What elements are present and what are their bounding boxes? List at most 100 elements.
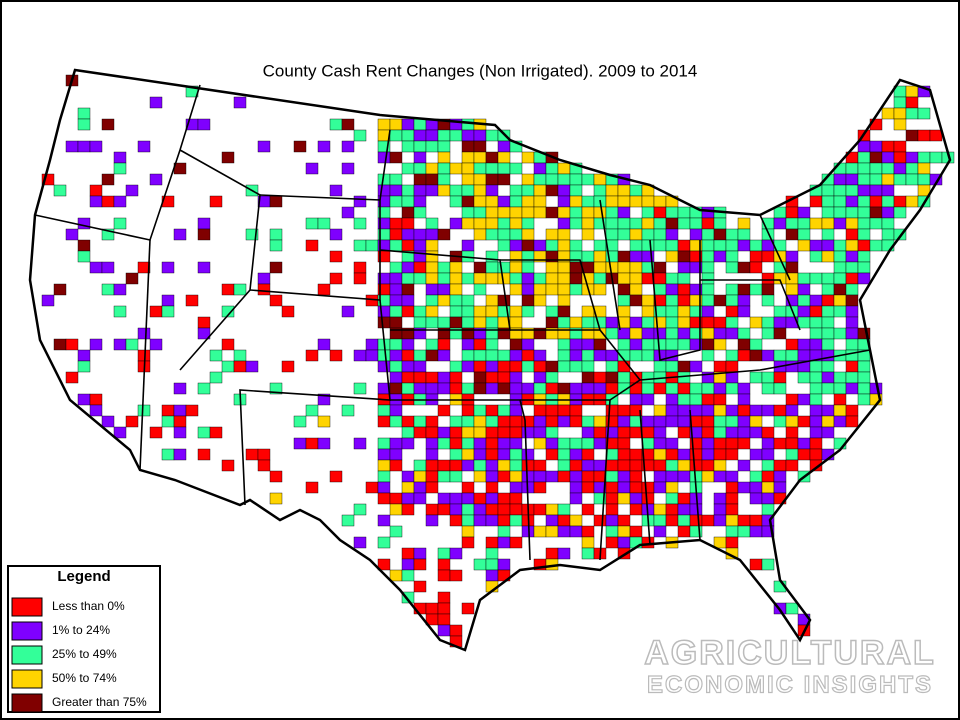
county-cell bbox=[485, 217, 499, 230]
county-cell bbox=[545, 272, 559, 285]
county-cell bbox=[113, 162, 127, 175]
county-cell bbox=[461, 272, 475, 285]
county-cell bbox=[521, 448, 535, 461]
county-cell bbox=[845, 404, 859, 417]
county-cell bbox=[845, 272, 859, 285]
county-cell bbox=[845, 228, 859, 241]
county-cell bbox=[113, 195, 127, 208]
county-cell bbox=[389, 360, 403, 373]
county-cell bbox=[533, 382, 547, 395]
legend: Legend Less than 0% 1% to 24% 25% to 49% 50… bbox=[7, 565, 161, 713]
county-cell bbox=[521, 338, 535, 351]
county-cell bbox=[917, 107, 931, 120]
county-cell bbox=[401, 239, 415, 252]
county-cell bbox=[593, 184, 607, 197]
county-cell bbox=[437, 272, 451, 285]
county-cell bbox=[473, 184, 487, 197]
county-cell bbox=[713, 294, 727, 307]
county-cell bbox=[725, 360, 739, 373]
county-cell bbox=[653, 272, 667, 285]
county-cell bbox=[569, 195, 583, 208]
county-cell bbox=[821, 404, 835, 417]
county-cell bbox=[749, 448, 763, 461]
county-cell bbox=[425, 305, 439, 318]
county-cell bbox=[413, 184, 427, 197]
county-cell bbox=[593, 426, 607, 439]
county-cell bbox=[437, 338, 451, 351]
county-cell bbox=[617, 415, 631, 428]
county-cell bbox=[425, 382, 439, 395]
county-cell bbox=[413, 305, 427, 318]
county-cell bbox=[425, 459, 439, 472]
county-cell bbox=[905, 195, 919, 208]
county-cell bbox=[665, 470, 679, 483]
county-cell bbox=[581, 360, 595, 373]
county-cell bbox=[869, 173, 883, 186]
county-cell bbox=[821, 250, 835, 263]
county-cell bbox=[425, 162, 439, 175]
county-cell bbox=[749, 338, 763, 351]
county-cell bbox=[653, 206, 667, 219]
county-cell bbox=[761, 349, 775, 362]
county-cell bbox=[713, 459, 727, 472]
county-cell bbox=[665, 250, 679, 263]
county-cell bbox=[761, 503, 775, 516]
county-cell bbox=[413, 349, 427, 362]
county-cell bbox=[365, 338, 379, 351]
county-cell bbox=[785, 228, 799, 241]
county-cell bbox=[557, 459, 571, 472]
county-cell bbox=[641, 305, 655, 318]
county-cell bbox=[473, 217, 487, 230]
county-cell bbox=[269, 228, 283, 241]
county-cell bbox=[665, 338, 679, 351]
county-cell bbox=[509, 338, 523, 351]
county-cell bbox=[509, 349, 523, 362]
county-cell bbox=[665, 448, 679, 461]
county-cell bbox=[773, 217, 787, 230]
county-cell bbox=[461, 492, 475, 505]
county-cell bbox=[797, 228, 811, 241]
county-cell bbox=[893, 173, 907, 186]
county-cell bbox=[533, 272, 547, 285]
county-cell bbox=[857, 360, 871, 373]
county-cell bbox=[401, 371, 415, 384]
county-cell bbox=[821, 239, 835, 252]
county-cell bbox=[821, 217, 835, 230]
county-cell bbox=[401, 558, 415, 571]
county-cell bbox=[773, 272, 787, 285]
county-cell bbox=[89, 195, 103, 208]
county-cell bbox=[833, 261, 847, 274]
county-cell bbox=[857, 228, 871, 241]
county-cell bbox=[305, 404, 319, 417]
county-cell bbox=[557, 261, 571, 274]
county-cell bbox=[713, 393, 727, 406]
county-cell bbox=[425, 371, 439, 384]
county-cell bbox=[809, 305, 823, 318]
county-cell bbox=[845, 239, 859, 252]
county-cell bbox=[401, 294, 415, 307]
legend-swatch bbox=[11, 693, 43, 713]
county-cell bbox=[821, 294, 835, 307]
county-cell bbox=[305, 162, 319, 175]
county-cell bbox=[677, 404, 691, 417]
county-cell bbox=[641, 481, 655, 494]
county-cell bbox=[785, 415, 799, 428]
county-cell bbox=[677, 305, 691, 318]
county-cell bbox=[461, 415, 475, 428]
county-cell bbox=[629, 338, 643, 351]
county-cell bbox=[449, 162, 463, 175]
county-cell bbox=[473, 360, 487, 373]
county-cell bbox=[161, 404, 175, 417]
county-cell bbox=[101, 173, 115, 186]
county-cell bbox=[557, 503, 571, 516]
county-cell bbox=[617, 217, 631, 230]
county-cell bbox=[737, 459, 751, 472]
county-cell bbox=[401, 382, 415, 395]
county-cell bbox=[353, 261, 367, 274]
county-cell bbox=[737, 349, 751, 362]
county-cell bbox=[149, 305, 163, 318]
county-cell bbox=[761, 558, 775, 571]
county-cell bbox=[845, 371, 859, 384]
county-cell bbox=[617, 184, 631, 197]
county-cell bbox=[605, 316, 619, 329]
